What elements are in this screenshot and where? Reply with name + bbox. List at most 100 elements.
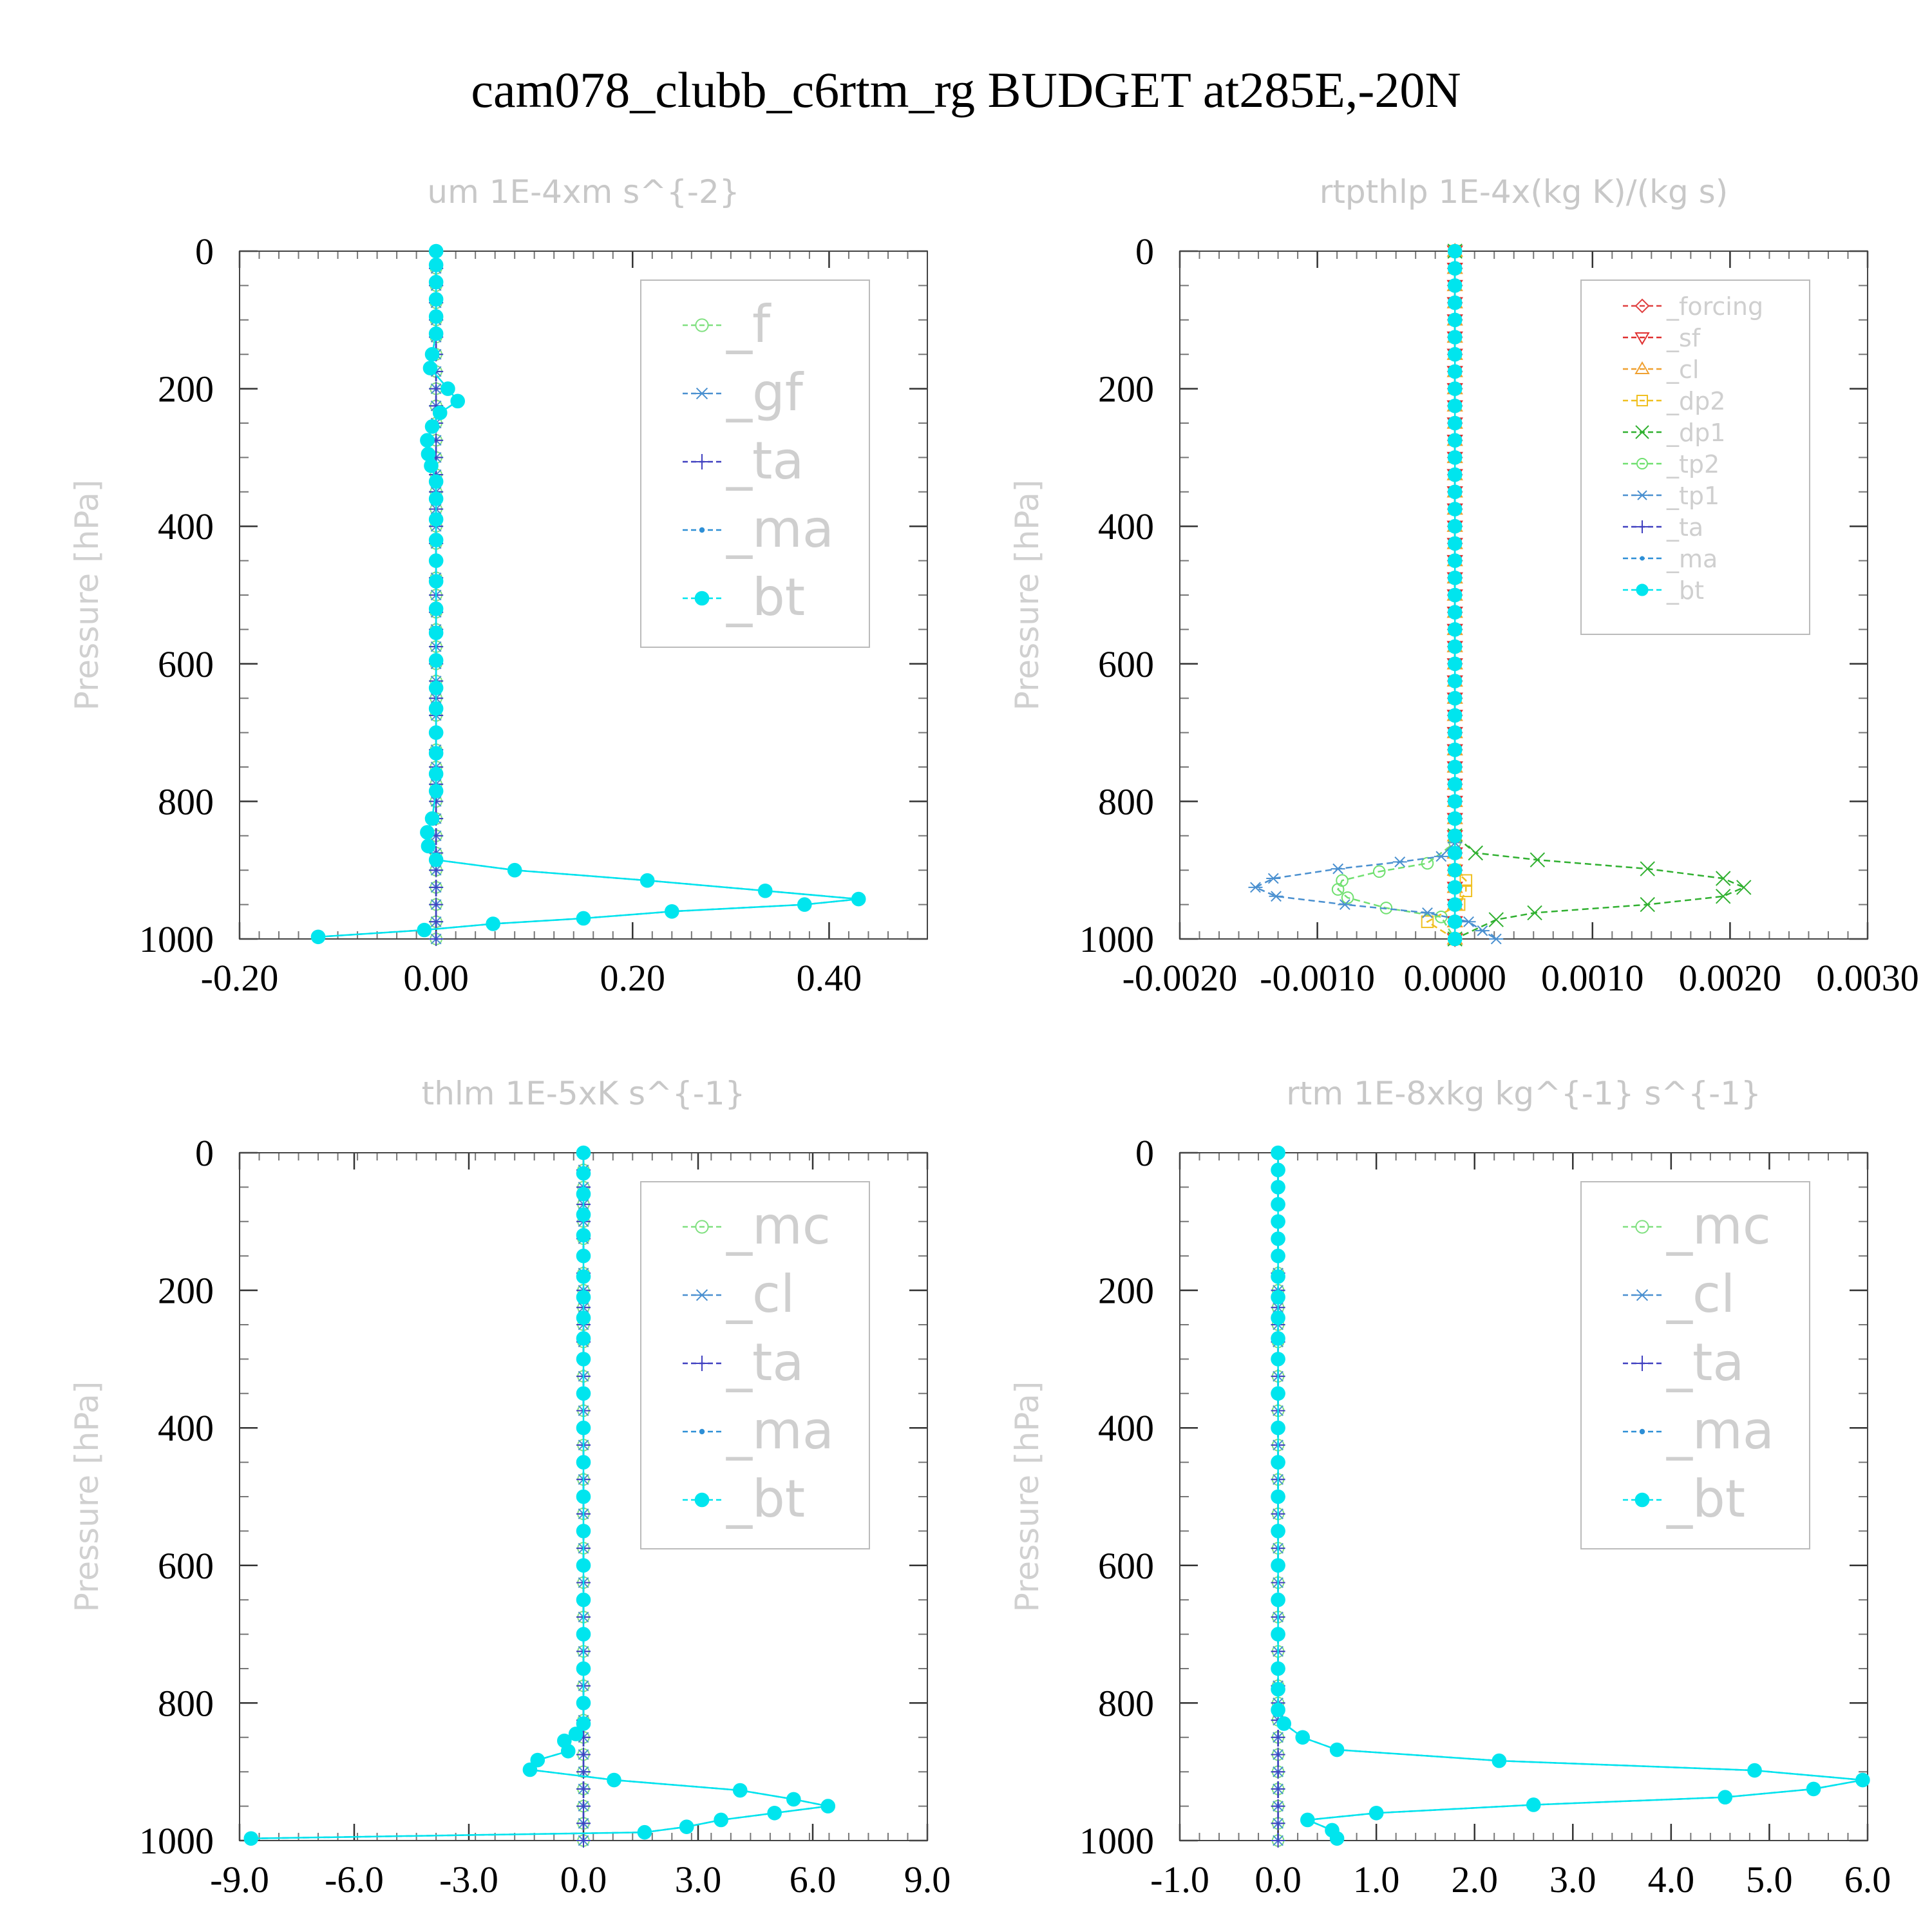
data-point — [1271, 1455, 1285, 1470]
data-point — [428, 553, 444, 568]
y-axis-label: Pressure [hPa] — [1009, 1381, 1046, 1613]
x-tick-label: 9.0 — [904, 1859, 951, 1900]
data-point — [1468, 845, 1483, 861]
plot-frame — [239, 251, 928, 940]
data-point — [576, 1207, 591, 1222]
data-point — [576, 1269, 591, 1284]
x-tick-label: -0.0020 — [1122, 957, 1238, 999]
legend-marker — [1635, 425, 1649, 439]
legend-label: _mc — [1666, 1196, 1771, 1256]
data-point — [1447, 553, 1463, 568]
data-point — [428, 491, 444, 506]
legend-marker — [1634, 1289, 1650, 1302]
data-point — [1475, 925, 1490, 936]
x-tick-label: 0.0030 — [1816, 957, 1919, 999]
data-point — [576, 1716, 591, 1731]
data-point — [428, 474, 444, 489]
data-point — [1447, 794, 1463, 809]
series-dp2 — [1421, 245, 1473, 945]
y-tick-label: 800 — [1098, 781, 1154, 822]
data-point — [576, 1186, 591, 1202]
data-point — [1447, 897, 1463, 912]
x-tick-label: 3.0 — [675, 1859, 722, 1900]
data-point — [428, 574, 444, 589]
data-point — [310, 929, 326, 945]
data-point — [1447, 467, 1463, 482]
series-bt — [310, 243, 866, 945]
data-point — [576, 1524, 591, 1539]
data-point — [1271, 1816, 1285, 1831]
x-tick-label: 2.0 — [1451, 1859, 1498, 1900]
data-point — [1447, 484, 1463, 500]
y-tick-label: 1000 — [1079, 918, 1154, 960]
y-tick-label: 400 — [1098, 1407, 1154, 1449]
data-point — [1447, 571, 1463, 585]
data-point — [1248, 882, 1263, 893]
series-line — [1454, 251, 1746, 940]
data-point — [576, 1627, 591, 1642]
data-point — [424, 419, 440, 434]
data-point — [1459, 874, 1473, 887]
legend-label: _dp2 — [1666, 387, 1725, 415]
data-point — [1271, 1311, 1285, 1325]
data-point — [1300, 1812, 1315, 1828]
data-point — [1271, 1765, 1285, 1779]
data-point — [576, 1696, 591, 1710]
data-point — [1447, 862, 1463, 878]
data-point — [1736, 880, 1752, 895]
data-point — [530, 1752, 545, 1768]
data-point — [1447, 381, 1463, 396]
data-point — [429, 932, 444, 946]
legend-label: _ma — [1666, 545, 1718, 573]
data-point — [1271, 1592, 1285, 1607]
data-point — [797, 897, 812, 912]
data-point — [422, 361, 438, 375]
data-point — [1271, 1180, 1285, 1195]
legend-box — [1580, 1181, 1810, 1549]
figure-title: cam078_clubb_c6rtm_rg BUDGET at285E,-20N — [471, 62, 1461, 118]
x-tick-label: 0.0 — [560, 1859, 607, 1900]
data-point — [1447, 725, 1463, 740]
x-tick-label: 6.0 — [790, 1859, 837, 1900]
x-tick-label: 0.40 — [797, 957, 862, 999]
data-point — [428, 274, 444, 290]
data-point — [1271, 1231, 1285, 1246]
legend: _mc _cl _ta _ma _bt — [640, 1181, 870, 1549]
data-point — [1271, 1558, 1285, 1573]
data-point — [1447, 278, 1463, 293]
data-point — [1271, 1145, 1285, 1160]
data-point — [1526, 1797, 1541, 1812]
data-point — [1447, 346, 1463, 362]
data-point — [1271, 1702, 1285, 1718]
data-point — [1447, 759, 1463, 775]
legend-marker — [1636, 395, 1648, 406]
data-point — [1266, 873, 1281, 884]
data-point — [1276, 1716, 1292, 1731]
data-point — [1492, 1753, 1507, 1768]
legend-label: _cl — [726, 1264, 795, 1324]
legend-label: _bt — [726, 1469, 805, 1529]
legend-label: _bt — [1666, 576, 1704, 605]
legend-label: _f — [726, 294, 772, 354]
series-tp2 — [1331, 245, 1461, 945]
y-tick-label: 0 — [195, 1132, 214, 1174]
legend-label: _ma — [726, 1401, 834, 1461]
data-point — [428, 784, 444, 799]
x-tick-label: 1.0 — [1353, 1859, 1400, 1900]
data-point — [1447, 364, 1463, 379]
data-point — [522, 1762, 538, 1777]
series-bt — [1447, 243, 1463, 947]
data-point — [421, 838, 436, 854]
data-point — [639, 873, 655, 888]
data-point — [428, 533, 444, 547]
x-tick-label: 0.00 — [403, 957, 469, 999]
data-point — [1434, 851, 1448, 862]
data-point — [607, 1772, 621, 1788]
data-point — [1447, 330, 1463, 345]
data-point — [1447, 605, 1463, 620]
data-point — [1271, 1289, 1285, 1305]
legend-label: _ta — [1666, 1332, 1744, 1392]
data-point — [1447, 828, 1463, 844]
legend-marker — [694, 387, 710, 400]
data-point — [1530, 852, 1546, 867]
